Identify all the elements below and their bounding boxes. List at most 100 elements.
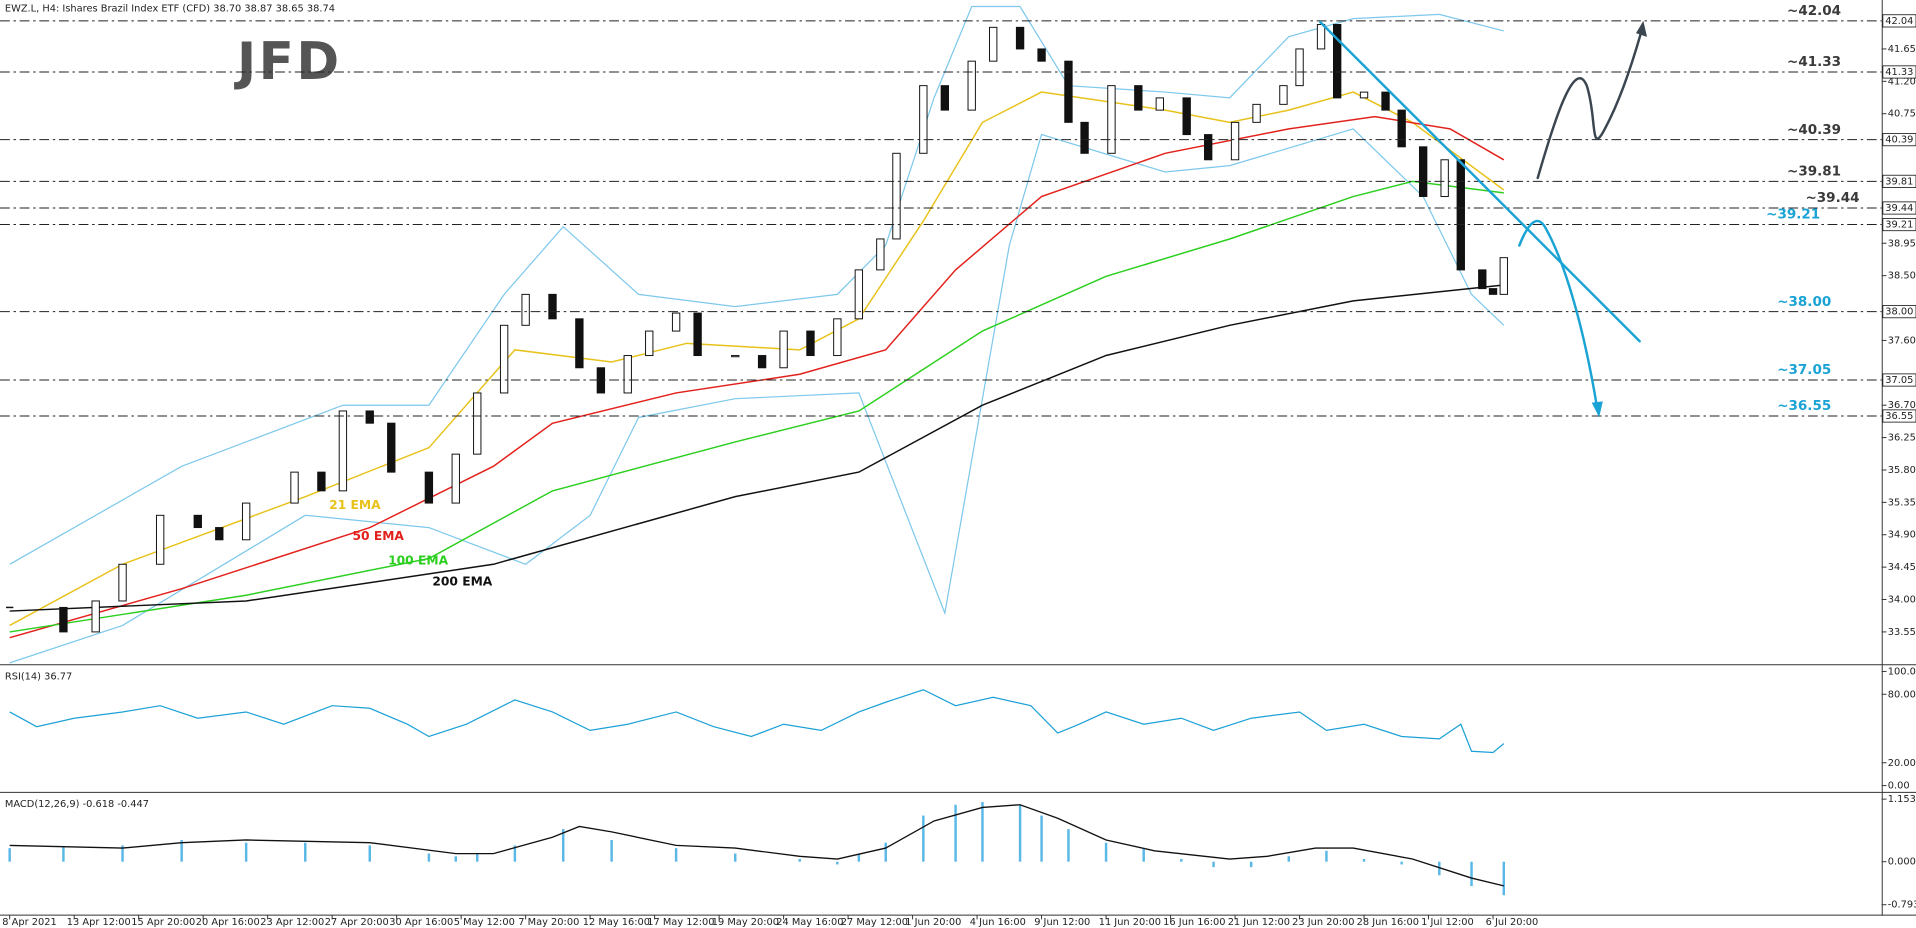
candle bbox=[1478, 269, 1487, 290]
x-tick-label: 8 Apr 2021 bbox=[2, 917, 56, 928]
y-tick-label: 41.20 bbox=[1888, 76, 1916, 87]
level-box bbox=[1882, 133, 1916, 147]
y-tick-label: 35.35 bbox=[1888, 497, 1916, 508]
y-tick-label: 38.95 bbox=[1888, 238, 1916, 249]
macd-bar bbox=[1104, 842, 1108, 862]
x-tick-label: 23 Apr 12:00 bbox=[260, 917, 324, 928]
candle bbox=[1080, 121, 1089, 154]
candle bbox=[1015, 26, 1025, 50]
level-axis-label: 39.21 bbox=[1885, 220, 1913, 231]
level-axis-label: 36.55 bbox=[1885, 411, 1913, 422]
candle bbox=[1037, 48, 1046, 62]
ema-label: 200 EMA bbox=[432, 574, 492, 588]
level-label: ~39.81 bbox=[1787, 164, 1841, 180]
candle bbox=[317, 471, 326, 492]
y-tick-label: 38.50 bbox=[1888, 271, 1916, 282]
candle bbox=[155, 514, 165, 565]
level-box bbox=[1882, 174, 1916, 188]
y-tick-label: 34.00 bbox=[1888, 595, 1916, 606]
level-axis-label: 41.33 bbox=[1885, 67, 1913, 78]
arrow-head bbox=[1635, 20, 1648, 37]
y-tick-label: 40.75 bbox=[1888, 109, 1916, 120]
y-tick-label: 34.90 bbox=[1888, 530, 1916, 541]
x-tick-label: 12 May 16:00 bbox=[583, 917, 650, 928]
bull-arrow bbox=[1536, 31, 1643, 180]
candle bbox=[1134, 85, 1143, 111]
candle bbox=[521, 293, 530, 326]
candle bbox=[806, 330, 815, 357]
x-tick-label: 30 Apr 16:00 bbox=[389, 917, 453, 928]
macd-bar bbox=[476, 853, 479, 862]
candle bbox=[575, 318, 584, 369]
x-tick-label: 5 May 12:00 bbox=[454, 917, 515, 928]
signal-line bbox=[9, 804, 1504, 887]
x-tick-label: 19 May 20:00 bbox=[712, 917, 779, 928]
candle bbox=[623, 355, 632, 394]
macd-bar bbox=[1018, 804, 1022, 862]
macd-bar bbox=[62, 847, 65, 862]
macd-bar bbox=[954, 804, 957, 862]
candle bbox=[1381, 91, 1390, 111]
candle bbox=[940, 85, 950, 111]
macd-bar bbox=[836, 861, 839, 865]
candle bbox=[1456, 159, 1465, 271]
candle bbox=[499, 324, 509, 394]
bollinger-band bbox=[9, 128, 1505, 664]
level-label: ~39.21 bbox=[1766, 207, 1820, 223]
y-tick-label: 35.80 bbox=[1888, 465, 1916, 476]
y-tick-label: 100.00 bbox=[1888, 666, 1916, 677]
level-axis-label: 42.04 bbox=[1885, 16, 1913, 27]
macd-bar bbox=[1180, 858, 1183, 862]
macd-bar bbox=[180, 839, 183, 862]
ema-label: 21 EMA bbox=[329, 498, 381, 512]
y-tick-label: 34.45 bbox=[1888, 562, 1916, 573]
level-label: ~37.05 bbox=[1777, 362, 1831, 378]
candle bbox=[290, 471, 299, 504]
macd-bar bbox=[1287, 856, 1291, 862]
level-axis-label: 38.00 bbox=[1885, 307, 1913, 318]
macd-bar bbox=[674, 848, 678, 862]
level-box bbox=[1882, 305, 1916, 319]
y-tick-label: 1.153 bbox=[1888, 794, 1916, 805]
x-tick-label: 21 Jun 12:00 bbox=[1228, 917, 1290, 928]
candle bbox=[731, 355, 740, 358]
y-tick-label: 0.000 bbox=[1888, 857, 1916, 868]
y-tick-label: 0.00 bbox=[1888, 781, 1910, 792]
candle bbox=[757, 355, 767, 369]
level-box bbox=[1882, 373, 1916, 387]
level-label: ~41.33 bbox=[1787, 54, 1841, 70]
macd-bar bbox=[562, 829, 565, 862]
x-tick-label: 11 Jun 20:00 bbox=[1099, 917, 1161, 928]
macd-bar bbox=[1040, 815, 1043, 862]
candle bbox=[241, 502, 251, 541]
macd-bar bbox=[513, 845, 517, 862]
level-box bbox=[1882, 14, 1916, 28]
header: EWZ.L, H4: Ishares Brazil Index ETF (CFD… bbox=[5, 4, 335, 15]
candle bbox=[91, 600, 100, 633]
candle bbox=[671, 312, 681, 332]
y-tick-label: 36.25 bbox=[1888, 433, 1916, 444]
candle bbox=[59, 606, 68, 633]
x-tick-label: 13 Apr 12:00 bbox=[67, 917, 131, 928]
level-axis-label: 39.44 bbox=[1885, 203, 1913, 214]
macd-bar bbox=[798, 858, 801, 862]
candle bbox=[387, 422, 396, 473]
ema-label: 100 EMA bbox=[388, 553, 448, 567]
macd-bar bbox=[1249, 861, 1253, 868]
macd-bar bbox=[1502, 861, 1506, 896]
macd-bar bbox=[981, 802, 984, 862]
level-axis-label: 40.39 bbox=[1885, 135, 1913, 146]
x-tick-label: 16 Jun 16:00 bbox=[1163, 917, 1225, 928]
macd-bar bbox=[1212, 861, 1215, 868]
level-label: ~39.44 bbox=[1805, 190, 1859, 206]
level-label: ~42.04 bbox=[1787, 3, 1841, 19]
candle bbox=[1204, 134, 1213, 161]
y-tick-label: 33.55 bbox=[1888, 627, 1916, 638]
candle bbox=[451, 453, 460, 504]
macd-bar bbox=[121, 845, 124, 862]
candle bbox=[967, 60, 976, 111]
